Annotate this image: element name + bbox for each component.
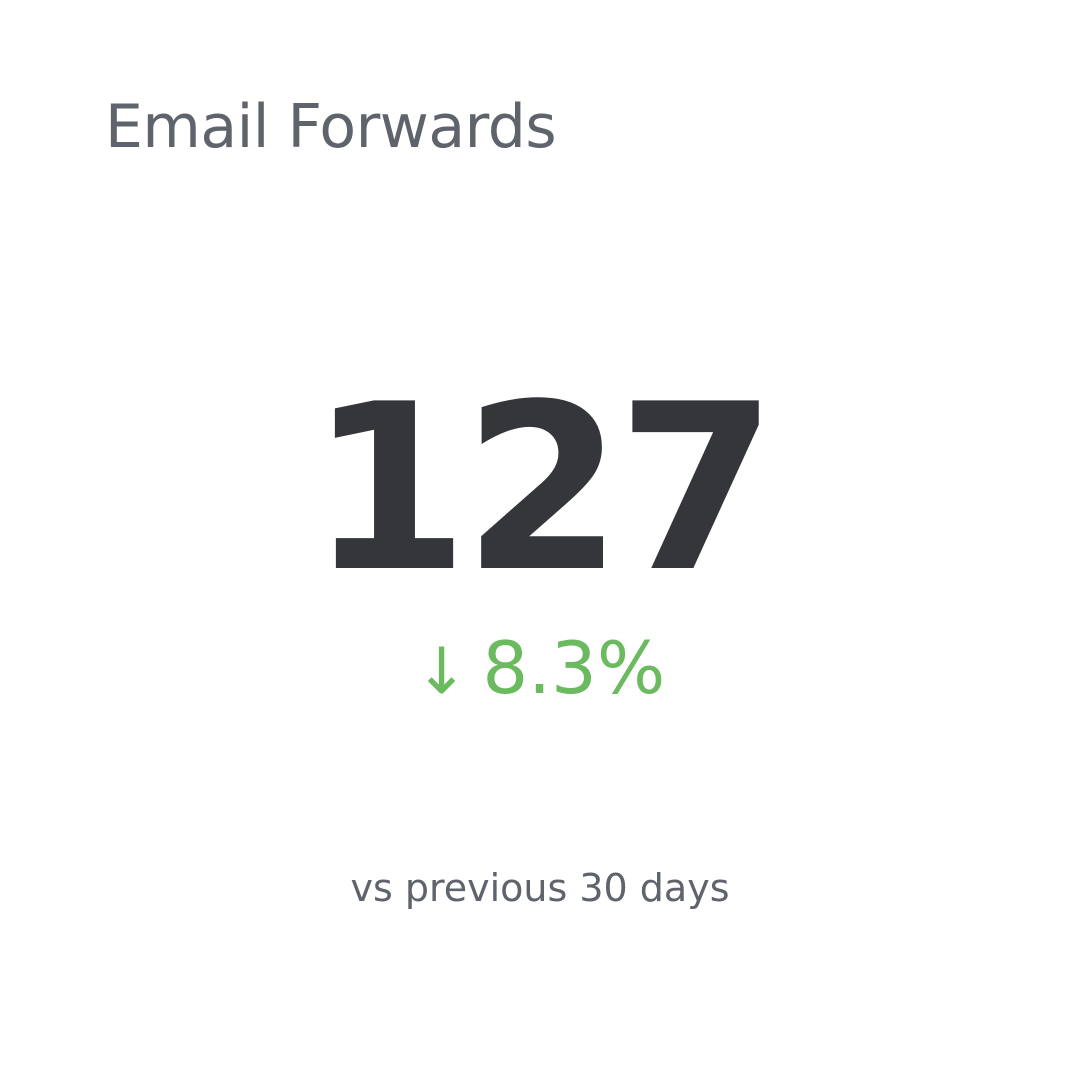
change-indicator: ↓ 8.3%: [0, 632, 1080, 704]
arrow-down-icon: ↓: [414, 635, 469, 709]
widget-title: Email Forwards: [105, 92, 557, 162]
comparison-label: vs previous 30 days: [350, 866, 730, 910]
change-percent: 8.3%: [482, 626, 666, 710]
kpi-value: 127: [308, 356, 777, 623]
